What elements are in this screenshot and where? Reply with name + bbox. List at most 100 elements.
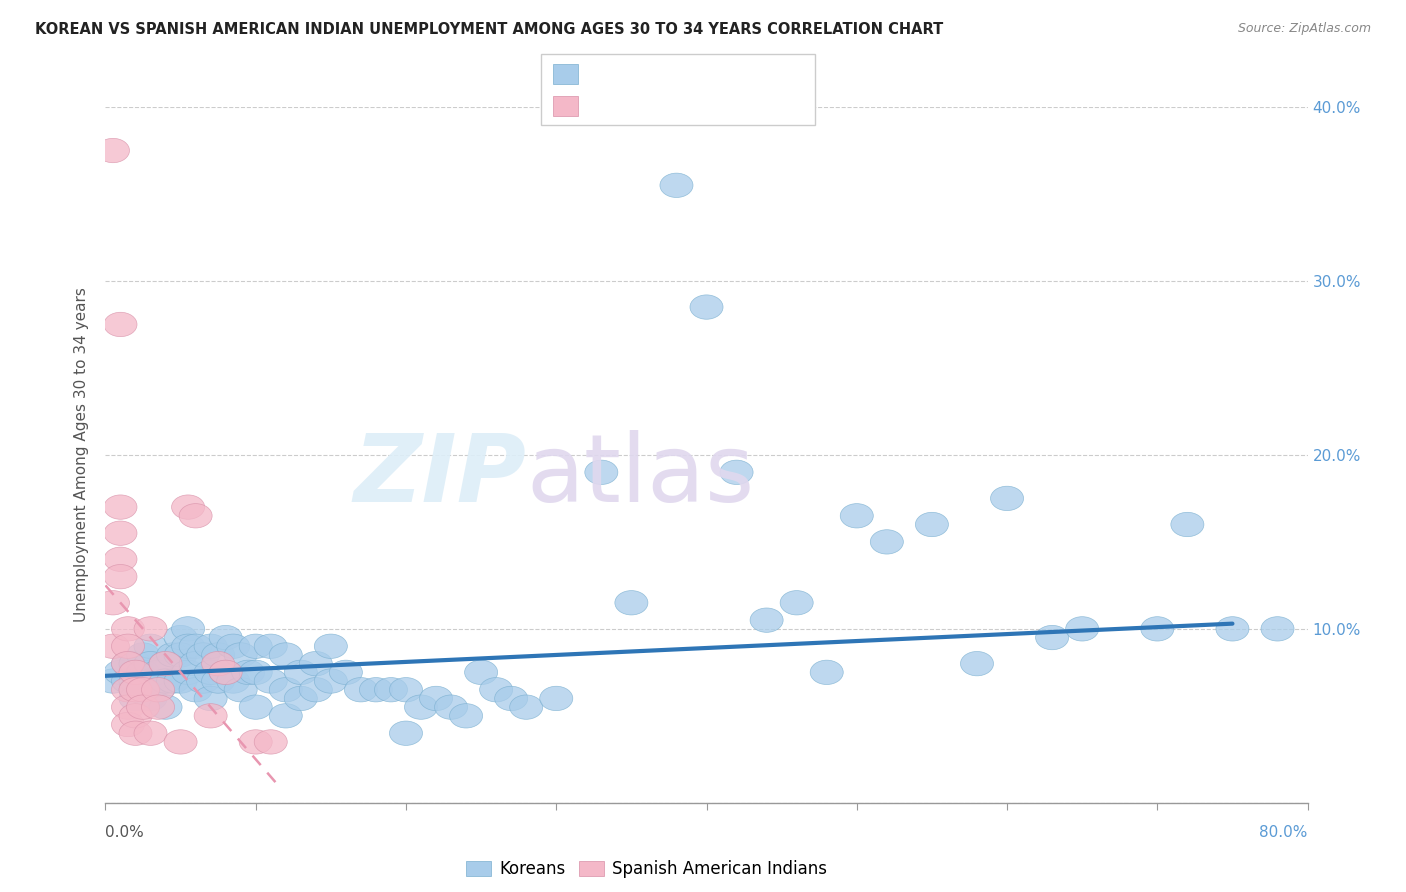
Ellipse shape [720,460,754,484]
Text: 93: 93 [702,63,721,78]
Ellipse shape [870,530,904,554]
Ellipse shape [111,669,145,693]
Ellipse shape [209,660,242,684]
Ellipse shape [1140,616,1174,641]
Legend: Koreans, Spanish American Indians: Koreans, Spanish American Indians [460,854,834,885]
Ellipse shape [405,695,437,719]
Ellipse shape [269,704,302,728]
Ellipse shape [239,634,273,658]
Ellipse shape [134,616,167,641]
Ellipse shape [217,634,250,658]
Ellipse shape [134,721,167,746]
Ellipse shape [749,608,783,632]
Ellipse shape [360,678,392,702]
Ellipse shape [224,643,257,667]
Text: 29: 29 [702,96,721,111]
Ellipse shape [165,669,197,693]
Ellipse shape [127,695,159,719]
Ellipse shape [201,651,235,676]
Text: ZIP: ZIP [353,430,526,522]
Ellipse shape [179,634,212,658]
Text: atlas: atlas [526,430,755,522]
Ellipse shape [104,565,136,589]
Ellipse shape [239,660,273,684]
Ellipse shape [134,651,167,676]
Ellipse shape [172,616,205,641]
Ellipse shape [142,695,174,719]
Ellipse shape [104,547,136,572]
Ellipse shape [209,625,242,649]
Ellipse shape [104,312,136,336]
Ellipse shape [149,651,183,676]
Ellipse shape [149,651,183,676]
Ellipse shape [990,486,1024,510]
Ellipse shape [111,713,145,737]
Ellipse shape [780,591,813,615]
Text: -0.126: -0.126 [612,96,661,111]
Ellipse shape [329,660,363,684]
Ellipse shape [111,678,145,702]
Ellipse shape [111,651,145,676]
Ellipse shape [111,651,145,676]
Ellipse shape [172,660,205,684]
Ellipse shape [232,660,264,684]
Ellipse shape [284,686,318,711]
Ellipse shape [299,678,332,702]
Ellipse shape [224,678,257,702]
Ellipse shape [254,669,287,693]
Ellipse shape [120,704,152,728]
Ellipse shape [172,495,205,519]
Ellipse shape [1036,625,1069,649]
Ellipse shape [97,634,129,658]
Text: R =: R = [586,96,614,111]
Text: KOREAN VS SPANISH AMERICAN INDIAN UNEMPLOYMENT AMONG AGES 30 TO 34 YEARS CORRELA: KOREAN VS SPANISH AMERICAN INDIAN UNEMPL… [35,22,943,37]
Ellipse shape [127,678,159,702]
Ellipse shape [179,651,212,676]
Ellipse shape [690,295,723,319]
Ellipse shape [104,660,136,684]
Ellipse shape [464,660,498,684]
Ellipse shape [165,643,197,667]
Ellipse shape [111,695,145,719]
Text: 0.161: 0.161 [617,63,661,78]
Ellipse shape [217,669,250,693]
Ellipse shape [201,669,235,693]
Ellipse shape [841,504,873,528]
Ellipse shape [284,660,318,684]
Ellipse shape [495,686,527,711]
Ellipse shape [142,678,174,702]
Ellipse shape [659,173,693,197]
Ellipse shape [1171,512,1204,537]
Ellipse shape [201,643,235,667]
Ellipse shape [179,678,212,702]
Ellipse shape [172,634,205,658]
Ellipse shape [120,686,152,711]
Ellipse shape [111,616,145,641]
Ellipse shape [120,678,152,702]
Ellipse shape [120,669,152,693]
Ellipse shape [187,643,219,667]
Ellipse shape [315,634,347,658]
Ellipse shape [450,704,482,728]
Ellipse shape [960,651,994,676]
Ellipse shape [149,695,183,719]
Text: 80.0%: 80.0% [1260,825,1308,840]
Ellipse shape [810,660,844,684]
Ellipse shape [254,634,287,658]
Ellipse shape [509,695,543,719]
Ellipse shape [479,678,513,702]
Ellipse shape [142,660,174,684]
Ellipse shape [434,695,468,719]
Ellipse shape [269,678,302,702]
Ellipse shape [104,521,136,545]
Ellipse shape [915,512,949,537]
Ellipse shape [134,669,167,693]
Ellipse shape [194,704,228,728]
Ellipse shape [585,460,617,484]
Ellipse shape [187,669,219,693]
Ellipse shape [194,660,228,684]
Ellipse shape [239,730,273,754]
Ellipse shape [127,660,159,684]
Ellipse shape [134,634,167,658]
Ellipse shape [419,686,453,711]
